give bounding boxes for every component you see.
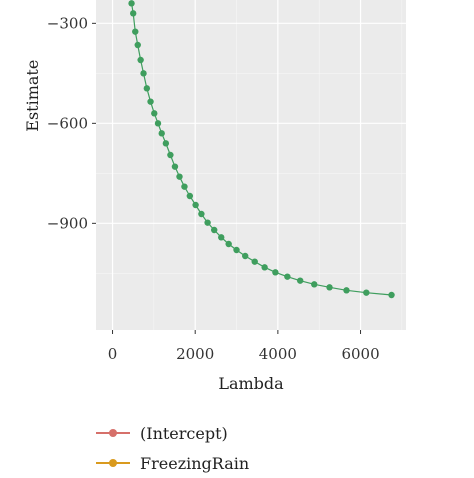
legend-dot-intercept [109, 429, 117, 437]
plot-area [96, 0, 406, 330]
data-point [198, 210, 205, 218]
y-tick-label: −300 [47, 14, 88, 32]
data-point [296, 277, 304, 284]
data-point [204, 219, 211, 226]
data-point [284, 273, 291, 280]
data-point [181, 183, 188, 190]
data-point [218, 234, 225, 241]
data-point [137, 56, 144, 64]
data-point [158, 130, 165, 137]
data-point [251, 258, 258, 265]
y-tick-label: −600 [47, 114, 88, 132]
legend-dot-freezingrain [109, 459, 117, 467]
data-point [186, 192, 194, 200]
data-point [192, 201, 199, 209]
x-tick-label: 2000 [176, 345, 214, 363]
legend-label-intercept: (Intercept) [140, 423, 228, 443]
data-point [167, 151, 174, 159]
legend-key-intercept [96, 425, 130, 441]
legend-label-freezingrain: FreezingRain [140, 453, 250, 473]
data-point [140, 70, 147, 77]
data-point [363, 289, 370, 296]
data-point [162, 140, 170, 147]
x-tick-label: 0 [108, 345, 118, 363]
data-point [147, 98, 154, 105]
data-point [134, 41, 141, 49]
data-point [130, 10, 137, 17]
legend-item-freezingrain: FreezingRain [96, 448, 249, 478]
legend: (Intercept) FreezingRain [96, 418, 249, 478]
y-tick-label: −900 [47, 214, 88, 232]
data-point [151, 110, 158, 117]
x-tick-label: 6000 [341, 345, 379, 363]
data-point [326, 284, 333, 291]
legend-key-freezingrain [96, 455, 130, 471]
grid [96, 0, 406, 330]
data-point [211, 226, 218, 234]
y-axis-title: Estimate [23, 60, 42, 132]
data-point [128, 0, 135, 7]
data-point [343, 287, 350, 294]
data-point [225, 240, 232, 248]
series-layer [128, 0, 395, 299]
x-axis-title: Lambda [218, 374, 284, 393]
data-point [388, 291, 395, 299]
data-point [132, 28, 139, 35]
data-point [171, 163, 179, 170]
data-point [233, 246, 240, 254]
data-point [261, 264, 268, 271]
tick-labels: 0 2000 4000 6000 −300 −600 −900 [47, 14, 380, 363]
data-point [272, 269, 279, 276]
data-point [143, 85, 151, 92]
data-point [311, 281, 318, 288]
data-point [242, 252, 249, 260]
legend-item-intercept: (Intercept) [96, 418, 249, 448]
data-point [176, 173, 183, 180]
data-point [154, 120, 162, 127]
x-tick-label: 4000 [259, 345, 297, 363]
